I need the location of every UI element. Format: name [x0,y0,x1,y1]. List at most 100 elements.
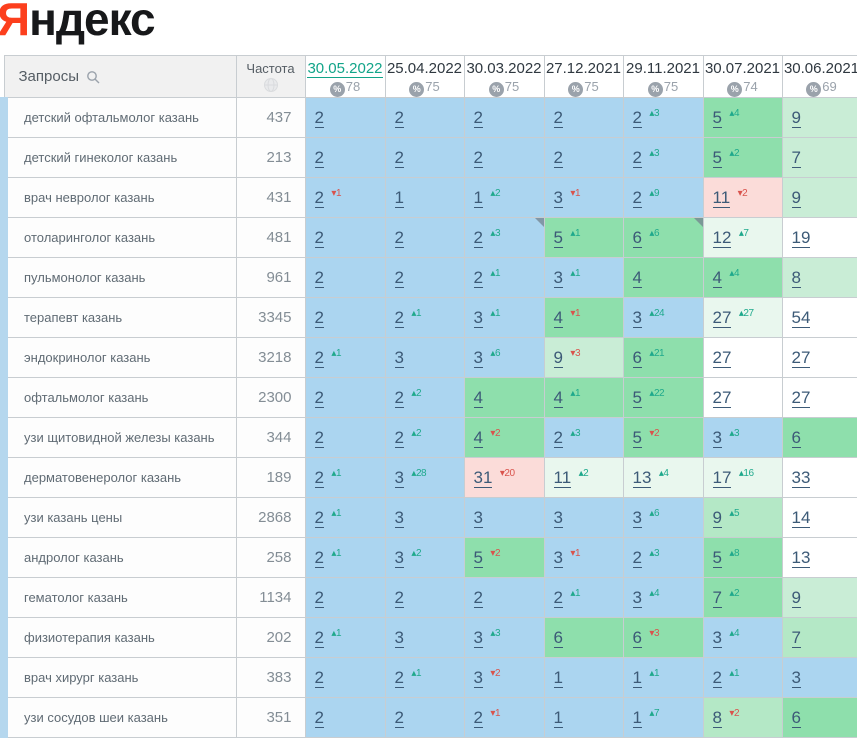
position-link[interactable]: 2 [473,587,483,608]
position-link[interactable]: 5 [632,387,642,408]
position-link[interactable]: 3 [394,467,404,488]
position-link[interactable]: 6 [791,707,801,728]
position-link[interactable]: 2 [473,147,483,168]
position-link[interactable]: 3 [553,507,563,528]
date-link[interactable]: 30.07.2021 [704,59,781,77]
position-link[interactable]: 17 [712,467,732,488]
position-link[interactable]: 3 [473,627,483,648]
position-link[interactable]: 27 [712,347,732,368]
position-link[interactable]: 3 [394,627,404,648]
position-link[interactable]: 7 [791,147,801,168]
position-link[interactable]: 2 [394,587,404,608]
position-link[interactable]: 5 [632,427,642,448]
position-link[interactable]: 3 [394,347,404,368]
position-link[interactable]: 8 [712,707,722,728]
position-link[interactable]: 14 [791,507,811,528]
position-link[interactable]: 5 [712,107,722,128]
position-link[interactable]: 2 [314,347,324,368]
position-link[interactable]: 27 [791,347,811,368]
position-link[interactable]: 4 [632,267,642,288]
position-link[interactable]: 9 [712,507,722,528]
position-link[interactable]: 2 [314,227,324,248]
position-link[interactable]: 3 [712,627,722,648]
position-link[interactable]: 19 [791,227,811,248]
position-link[interactable]: 33 [791,467,811,488]
position-link[interactable]: 2 [314,507,324,528]
position-link[interactable]: 6 [632,347,642,368]
position-link[interactable]: 4 [553,387,563,408]
position-link[interactable]: 6 [791,427,801,448]
position-link[interactable]: 2 [553,107,563,128]
position-link[interactable]: 2 [394,427,404,448]
position-link[interactable]: 2 [314,267,324,288]
position-link[interactable]: 3 [632,307,642,328]
position-link[interactable]: 8 [791,267,801,288]
position-link[interactable]: 2 [314,107,324,128]
position-link[interactable]: 3 [632,587,642,608]
position-link[interactable]: 2 [394,147,404,168]
position-link[interactable]: 2 [314,627,324,648]
position-link[interactable]: 3 [473,307,483,328]
position-link[interactable]: 2 [632,147,642,168]
position-link[interactable]: 2 [314,667,324,688]
position-link[interactable]: 2 [473,227,483,248]
position-link[interactable]: 2 [473,707,483,728]
position-link[interactable]: 27 [712,307,732,328]
position-link[interactable]: 5 [712,147,722,168]
position-link[interactable]: 9 [791,587,801,608]
position-link[interactable]: 4 [473,427,483,448]
position-link[interactable]: 3 [473,507,483,528]
position-link[interactable]: 2 [473,267,483,288]
position-link[interactable]: 11 [553,467,572,488]
position-link[interactable]: 1 [394,187,404,208]
position-link[interactable]: 11 [712,187,731,208]
position-link[interactable]: 2 [712,667,722,688]
position-link[interactable]: 1 [632,707,642,728]
position-link[interactable]: 9 [553,347,563,368]
position-link[interactable]: 4 [553,307,563,328]
position-link[interactable]: 3 [473,347,483,368]
position-link[interactable]: 2 [394,387,404,408]
position-link[interactable]: 3 [473,667,483,688]
position-link[interactable]: 2 [314,547,324,568]
position-link[interactable]: 2 [632,547,642,568]
position-link[interactable]: 2 [632,107,642,128]
search-icon[interactable] [86,70,100,84]
position-link[interactable]: 2 [473,107,483,128]
position-link[interactable]: 3 [553,547,563,568]
position-link[interactable]: 2 [314,307,324,328]
position-link[interactable]: 5 [553,227,563,248]
position-link[interactable]: 2 [394,307,404,328]
date-link[interactable]: 30.06.2021 [783,59,857,77]
position-link[interactable]: 3 [712,427,722,448]
position-link[interactable]: 2 [553,587,563,608]
position-link[interactable]: 27 [712,387,732,408]
position-link[interactable]: 13 [632,467,652,488]
position-link[interactable]: 3 [394,547,404,568]
position-link[interactable]: 1 [553,667,563,688]
position-link[interactable]: 6 [553,627,563,648]
position-link[interactable]: 2 [314,187,324,208]
date-link[interactable]: 25.04.2022 [386,59,463,77]
position-link[interactable]: 5 [712,547,722,568]
position-link[interactable]: 2 [314,467,324,488]
position-link[interactable]: 1 [632,667,642,688]
position-link[interactable]: 7 [712,587,722,608]
position-link[interactable]: 31 [473,467,493,488]
date-link[interactable]: 30.05.2022 [307,59,383,78]
position-link[interactable]: 2 [553,427,563,448]
position-link[interactable]: 2 [394,267,404,288]
position-link[interactable]: 3 [553,187,563,208]
position-link[interactable]: 2 [314,587,324,608]
date-link[interactable]: 27.12.2021 [545,59,622,77]
position-link[interactable]: 2 [314,387,324,408]
position-link[interactable]: 2 [394,667,404,688]
position-link[interactable]: 5 [473,547,483,568]
position-link[interactable]: 13 [791,547,811,568]
position-link[interactable]: 6 [632,227,642,248]
position-link[interactable]: 9 [791,187,801,208]
position-link[interactable]: 2 [632,187,642,208]
position-link[interactable]: 12 [712,227,732,248]
position-link[interactable]: 1 [473,187,483,208]
position-link[interactable]: 6 [632,627,642,648]
